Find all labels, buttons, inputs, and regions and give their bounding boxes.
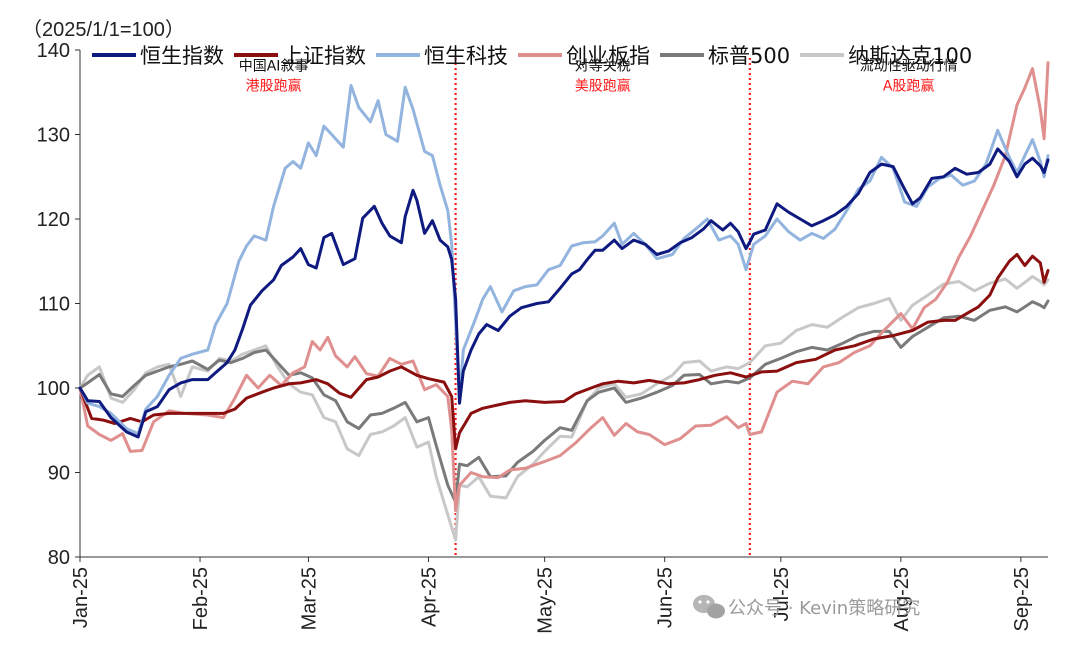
x-tick-label: Jul-25 bbox=[771, 567, 793, 621]
x-tick-label: Jan-25 bbox=[70, 567, 92, 628]
y-tick-label: 80 bbox=[48, 547, 70, 569]
phase-outperform-label: 港股跑赢 bbox=[246, 78, 302, 95]
legend-label: 上证指数 bbox=[282, 44, 366, 68]
y-axis-title: （2025/1/1=100） bbox=[22, 18, 185, 41]
x-tick-label: Mar-25 bbox=[298, 567, 320, 630]
series-line-3 bbox=[78, 84, 1050, 436]
y-tick-label: 120 bbox=[37, 209, 70, 231]
x-tick-label: Aug-25 bbox=[891, 567, 913, 632]
legend-label: 恒生指数 bbox=[140, 44, 224, 68]
legend-label: 恒生科技 bbox=[424, 44, 508, 68]
series-line-4 bbox=[78, 61, 1050, 512]
series-line-1 bbox=[78, 147, 1050, 439]
x-tick-label: Jun-25 bbox=[655, 567, 677, 628]
series-line-2 bbox=[78, 253, 1050, 451]
watermark-text: 公众号 · Kevin策略研究 bbox=[728, 598, 920, 619]
x-tick-label: Sep-25 bbox=[1011, 567, 1033, 632]
y-tick-label: 100 bbox=[37, 378, 70, 400]
y-tick-label: 140 bbox=[37, 40, 70, 62]
legend-label: 标普500 bbox=[708, 44, 790, 68]
watermark: 公众号 · Kevin策略研究 bbox=[693, 595, 920, 619]
y-tick-label: 110 bbox=[38, 294, 70, 316]
wechat-icon bbox=[693, 595, 725, 619]
phase-label: 对等关税 bbox=[575, 57, 631, 74]
series-line-5 bbox=[78, 299, 1050, 504]
phase-label: 流动性驱动行情 bbox=[860, 58, 958, 74]
phase-outperform-label: 美股跑赢 bbox=[575, 78, 631, 95]
legend-label: 创业板指 bbox=[566, 44, 650, 68]
y-tick-label: 130 bbox=[37, 125, 70, 147]
legend-label: 纳斯达克100 bbox=[848, 44, 972, 68]
x-tick-label: May-25 bbox=[535, 567, 557, 634]
y-tick-label: 90 bbox=[48, 463, 70, 485]
x-tick-label: Apr-25 bbox=[418, 567, 440, 627]
phase-outperform-label: A股跑赢 bbox=[883, 78, 935, 95]
x-tick-label: Feb-25 bbox=[190, 567, 212, 630]
phase-label: 中国AI叙事 bbox=[239, 57, 309, 74]
